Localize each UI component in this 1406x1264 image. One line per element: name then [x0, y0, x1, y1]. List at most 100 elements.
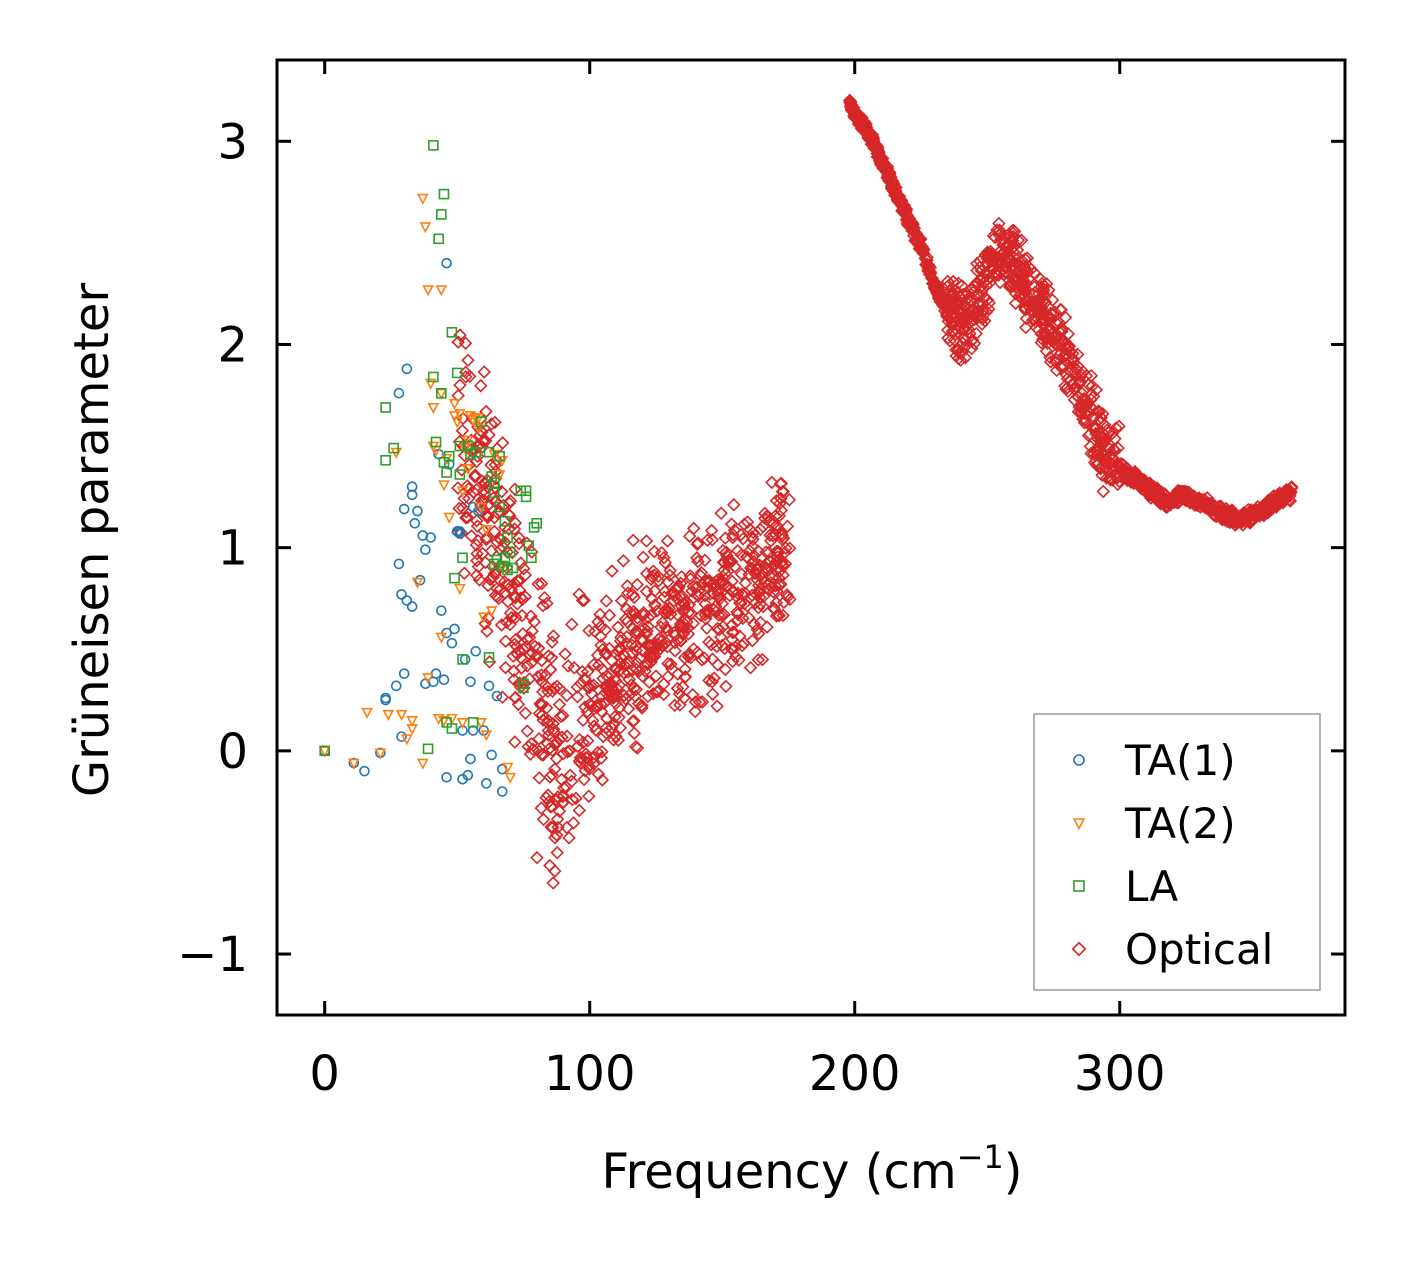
- la-point: [491, 554, 503, 566]
- optical-point: [759, 545, 773, 559]
- optical-point: [502, 496, 517, 510]
- plot-frame: [275, 58, 1347, 1017]
- optical-point: [660, 534, 675, 548]
- optical-point: [1235, 507, 1249, 522]
- optical-point: [512, 643, 527, 658]
- optical-point: [780, 519, 795, 534]
- optical-point: [670, 681, 685, 696]
- optical-point: [947, 333, 962, 347]
- optical-point: [681, 627, 696, 641]
- optical-point: [740, 515, 755, 529]
- optical-point: [620, 579, 635, 593]
- la-point: [433, 233, 444, 245]
- optical-point: [644, 572, 658, 587]
- optical-point: [484, 417, 499, 431]
- optical-point: [1016, 277, 1030, 291]
- optical-point: [998, 265, 1012, 279]
- optical-point: [843, 95, 858, 109]
- optical-point: [686, 521, 701, 536]
- la-point: [454, 440, 466, 452]
- optical-point: [469, 538, 484, 552]
- optical-point: [769, 596, 784, 610]
- ta1-point: [467, 725, 479, 736]
- ta2-point: [461, 464, 474, 476]
- optical-point: [1175, 484, 1190, 499]
- optical-point: [1074, 406, 1088, 421]
- optical-point: [704, 523, 719, 538]
- optical-point: [771, 546, 785, 561]
- optical-point: [1058, 337, 1073, 352]
- optical-point: [599, 594, 614, 608]
- optical-point: [661, 656, 675, 671]
- optical-point: [940, 306, 955, 321]
- ta2-point: [456, 486, 469, 498]
- la-point: [446, 326, 458, 338]
- optical-point: [752, 558, 767, 572]
- optical-point: [508, 516, 523, 530]
- la-point: [457, 552, 468, 564]
- ta2-point: [382, 709, 395, 721]
- optical-point: [510, 574, 525, 588]
- ta1-point: [359, 765, 370, 777]
- optical-point: [1085, 379, 1100, 393]
- optical-point: [656, 687, 671, 702]
- optical-point: [1057, 348, 1071, 363]
- optical-point: [1132, 476, 1147, 491]
- optical-point: [755, 652, 770, 667]
- ta1-point: [446, 637, 458, 649]
- optical-point: [1158, 493, 1172, 507]
- optical-point: [629, 662, 644, 677]
- optical-point: [495, 690, 510, 705]
- ta2-point: [501, 762, 514, 774]
- optical-point: [914, 241, 929, 256]
- optical-point: [734, 548, 749, 562]
- optical-point: [1111, 441, 1125, 455]
- optical-point: [1204, 496, 1219, 510]
- optical-point: [1084, 387, 1099, 401]
- ta1-point: [409, 517, 421, 529]
- optical-point: [1108, 443, 1122, 457]
- ta2-point: [475, 718, 487, 730]
- optical-point: [715, 574, 730, 588]
- optical-point: [544, 651, 559, 665]
- optical-point: [745, 530, 759, 544]
- optical-point: [740, 599, 755, 613]
- optical-point: [710, 699, 724, 714]
- optical-point: [622, 688, 636, 703]
- optical-point: [772, 578, 786, 592]
- ta2-point: [395, 709, 408, 721]
- optical-point: [1002, 227, 1016, 242]
- optical-point: [610, 689, 625, 703]
- optical-point: [899, 202, 913, 217]
- optical-point: [1068, 379, 1083, 394]
- optical-point: [544, 820, 558, 834]
- optical-point: [889, 180, 903, 195]
- y-tick-label: 2: [217, 317, 248, 373]
- optical-point: [1146, 489, 1161, 504]
- ta2-point: [411, 577, 424, 589]
- optical-point: [1272, 493, 1286, 508]
- optical-point: [494, 618, 509, 632]
- optical-point: [570, 690, 585, 704]
- la-point: [523, 540, 535, 551]
- optical-point: [1024, 296, 1039, 311]
- optical-point: [847, 108, 861, 123]
- optical-point: [536, 598, 550, 613]
- optical-point: [520, 724, 535, 738]
- ta1-point: [414, 574, 426, 586]
- optical-point: [1049, 363, 1064, 378]
- optical-point: [518, 706, 533, 720]
- optical-point: [636, 605, 651, 620]
- optical-point: [635, 669, 650, 683]
- la-point: [388, 442, 399, 454]
- optical-point: [1018, 285, 1033, 300]
- optical-point: [1061, 327, 1076, 341]
- optical-point: [516, 561, 531, 576]
- optical-point: [550, 679, 564, 694]
- optical-point: [530, 850, 544, 865]
- ta2-point: [461, 435, 474, 447]
- optical-point: [1096, 484, 1111, 499]
- optical-point: [1103, 462, 1117, 477]
- optical-point: [677, 651, 692, 665]
- optical-point: [734, 567, 749, 581]
